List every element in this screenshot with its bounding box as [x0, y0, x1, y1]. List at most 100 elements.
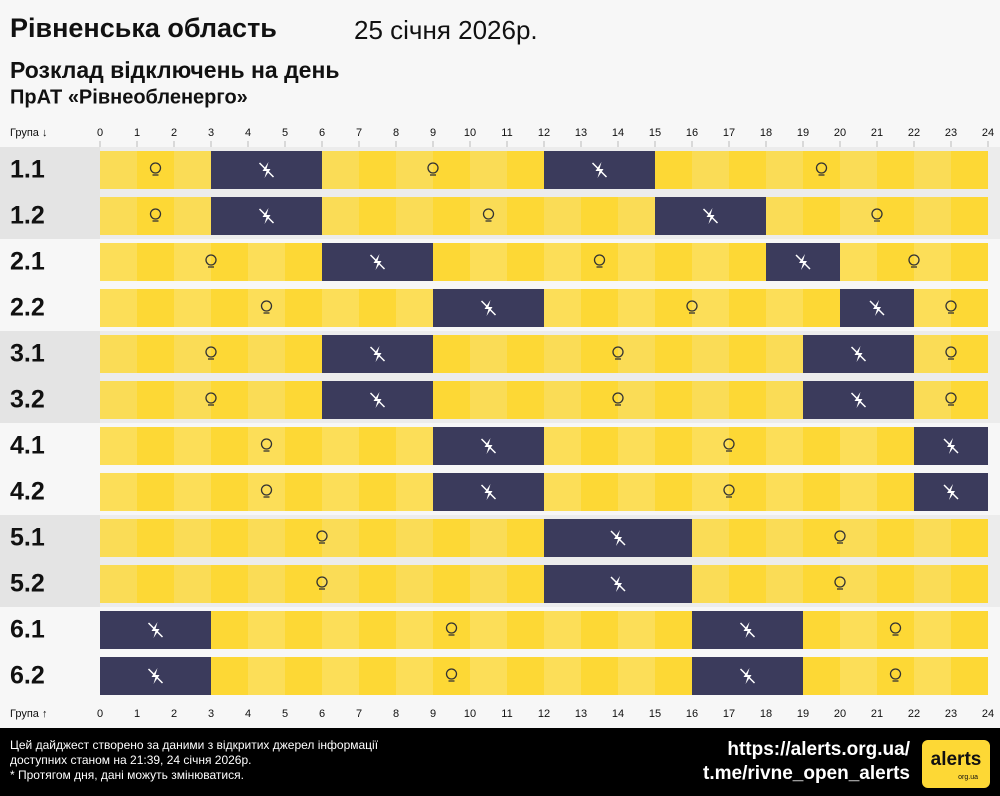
hour-cell — [507, 197, 544, 235]
row-label-bg — [0, 377, 100, 423]
link[interactable]: https://alerts.org.ua/ — [727, 739, 910, 760]
hour-cell — [285, 243, 322, 281]
x-tick-label: 12 — [538, 127, 550, 139]
hour-cell — [285, 611, 322, 649]
hour-cell — [507, 657, 544, 695]
row-label-bg — [0, 423, 100, 469]
hour-cell — [396, 519, 433, 557]
hour-cell — [248, 243, 285, 281]
link[interactable]: t.me/rivne_open_alerts — [703, 763, 910, 784]
hour-cell — [211, 611, 248, 649]
bulb-icon — [908, 254, 920, 266]
hour-cell — [544, 197, 581, 235]
hour-cell — [174, 381, 211, 419]
hour-cell — [951, 335, 988, 373]
hour-cell — [174, 289, 211, 327]
hour-cell — [507, 611, 544, 649]
hour-cell — [877, 427, 914, 465]
hour-cell — [137, 197, 174, 235]
x-tick-label: 9 — [430, 708, 436, 720]
hour-cell — [174, 519, 211, 557]
hour-cell — [137, 335, 174, 373]
x-tick-label: 1 — [134, 708, 140, 720]
hour-cell — [470, 657, 507, 695]
no-power-icon — [610, 576, 626, 592]
hour-cell — [322, 565, 359, 603]
hour-cell — [174, 151, 211, 189]
bulb-icon — [260, 438, 273, 450]
hour-cell — [544, 473, 581, 511]
no-power-icon — [850, 392, 867, 408]
bulb-icon — [723, 438, 735, 450]
hour-cell — [840, 243, 877, 281]
hour-cell — [581, 243, 618, 281]
no-power-icon — [943, 484, 959, 500]
hour-cell — [803, 289, 840, 327]
bulb-icon — [205, 346, 217, 358]
hour-cell — [470, 197, 507, 235]
hour-cell — [248, 611, 285, 649]
bulb-icon — [427, 162, 439, 174]
hour-cell — [211, 473, 248, 511]
no-power-icon — [702, 208, 719, 224]
row-label-bg — [0, 515, 100, 561]
hour-cell — [433, 243, 470, 281]
hour-cell — [840, 473, 877, 511]
hour-cell — [470, 151, 507, 189]
x-tick-label: 4 — [245, 127, 251, 139]
hour-cell — [803, 151, 840, 189]
hour-cell — [618, 381, 655, 419]
hour-cell — [248, 519, 285, 557]
hour-cell — [581, 335, 618, 373]
hour-cell — [544, 427, 581, 465]
hour-cell — [581, 381, 618, 419]
hour-cell — [359, 565, 396, 603]
row-label-bg — [0, 561, 100, 607]
x-tick-label: 18 — [760, 708, 772, 720]
x-tick-label: 12 — [538, 708, 550, 720]
hour-cell — [951, 289, 988, 327]
x-tick-label: 2 — [171, 708, 177, 720]
hour-cell — [914, 657, 951, 695]
x-tick-label: 11 — [501, 708, 512, 720]
hour-cell — [433, 151, 470, 189]
x-tick-label: 16 — [686, 127, 698, 139]
hour-cell — [285, 427, 322, 465]
hour-cell — [359, 473, 396, 511]
hour-cell — [914, 335, 951, 373]
hour-cell — [914, 519, 951, 557]
x-tick-label: 10 — [464, 127, 476, 139]
hour-cell — [951, 243, 988, 281]
footer-note: * Протягом дня, дані можуть змінюватися. — [10, 768, 244, 782]
hour-cell — [285, 381, 322, 419]
x-tick-label: 20 — [834, 127, 846, 139]
hour-cell — [322, 473, 359, 511]
hour-cell — [322, 611, 359, 649]
hour-cell — [877, 519, 914, 557]
footer — [0, 728, 1000, 796]
hour-cell — [211, 565, 248, 603]
x-tick-label: 7 — [356, 127, 362, 139]
hour-cell — [840, 197, 877, 235]
hour-cell — [396, 289, 433, 327]
hour-cell — [544, 243, 581, 281]
hour-cell — [655, 473, 692, 511]
hour-cell — [803, 565, 840, 603]
bulb-icon — [612, 346, 624, 358]
hour-cell — [692, 381, 729, 419]
hour-cell — [137, 565, 174, 603]
group-label: 6.2 — [10, 662, 45, 690]
date: 25 січня 2026р. — [354, 15, 538, 45]
bulb-icon — [945, 300, 957, 312]
no-power-icon — [369, 392, 386, 408]
hour-cell — [766, 381, 803, 419]
x-tick-label: 22 — [908, 708, 920, 720]
hour-cell — [914, 611, 951, 649]
hour-cell — [174, 427, 211, 465]
hour-cell — [174, 473, 211, 511]
bulb-icon — [945, 392, 957, 404]
hour-cell — [322, 197, 359, 235]
row-label-bg — [0, 147, 100, 193]
hour-cell — [840, 519, 877, 557]
hour-cell — [248, 381, 285, 419]
